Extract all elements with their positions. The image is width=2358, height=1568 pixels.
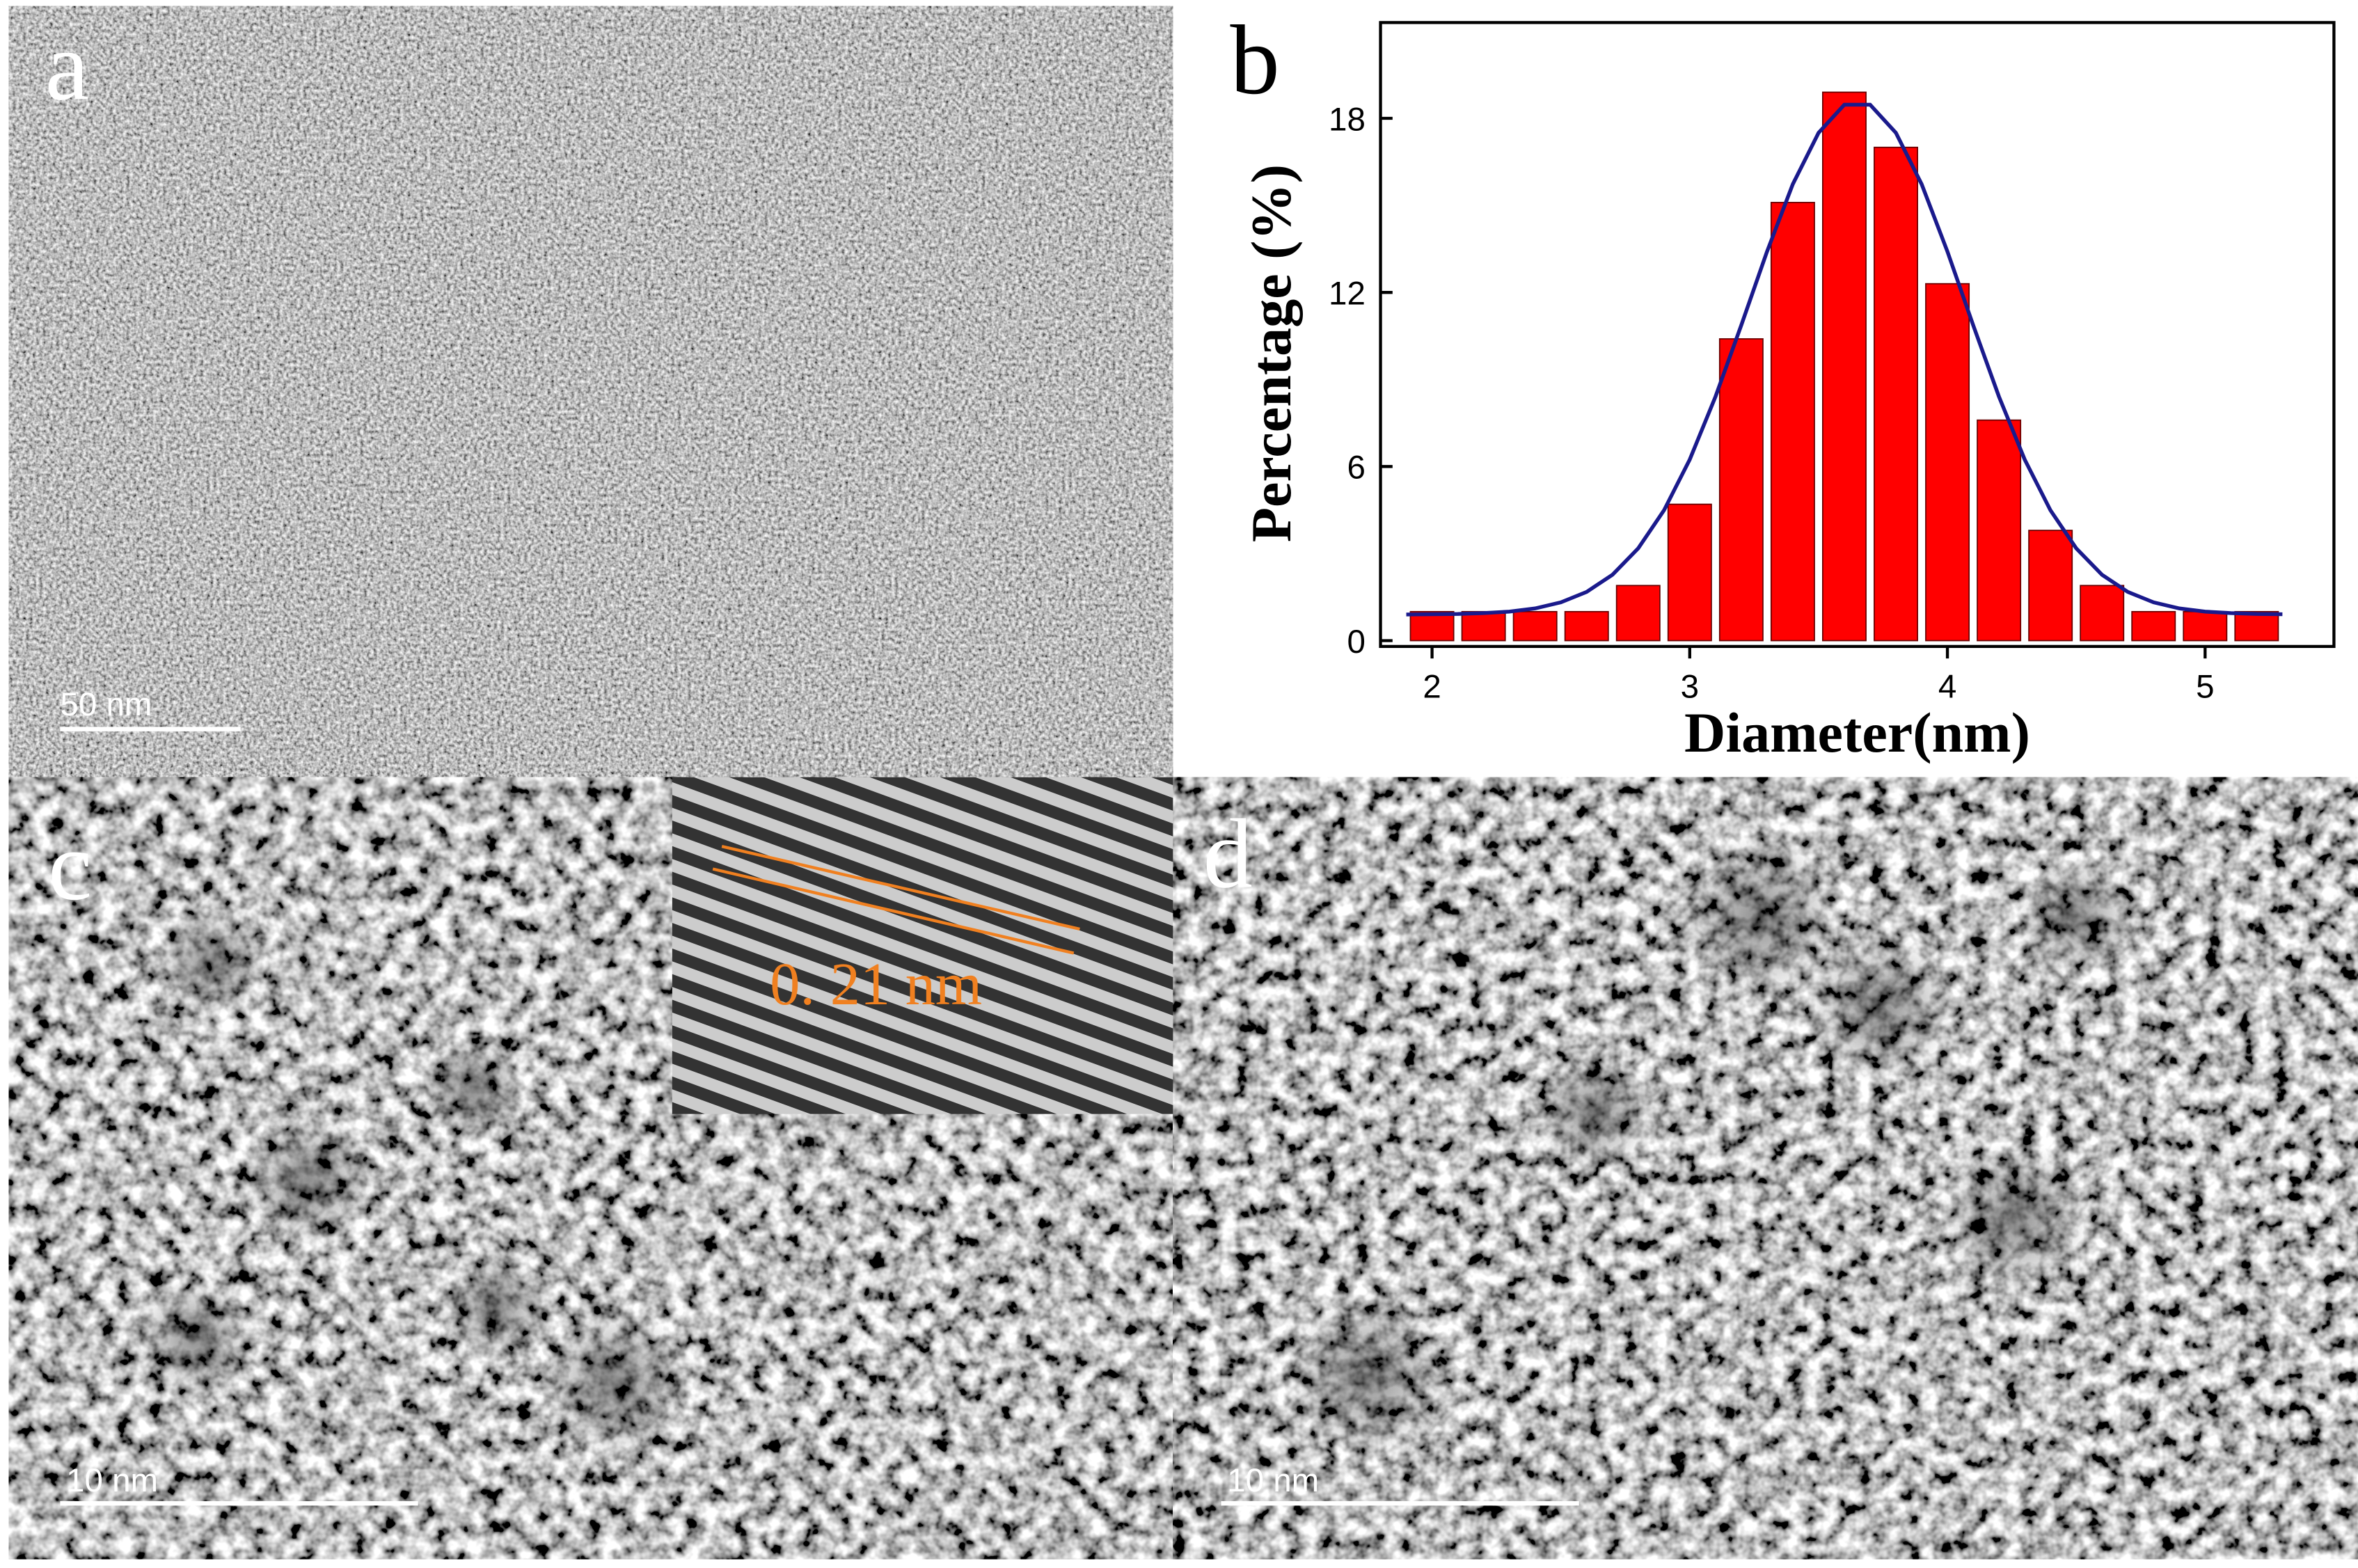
y-tick-label: 18 <box>1329 101 1366 138</box>
y-tick-label: 12 <box>1329 275 1366 312</box>
bar <box>1977 419 2022 642</box>
x-tick-label: 3 <box>1681 668 1699 705</box>
lattice-line <box>712 867 1075 955</box>
x-tick-label: 4 <box>1938 668 1956 705</box>
inset-annotation: 0. 21 nm <box>770 951 982 1017</box>
bar <box>1667 503 1712 642</box>
scale-bar-label: 50 nm <box>60 686 152 723</box>
x-tick-label: 5 <box>2196 668 2214 705</box>
bar <box>2234 610 2279 642</box>
bar <box>1564 610 1609 642</box>
scale-bar-label: 10 nm <box>66 1462 158 1499</box>
bar <box>1770 202 1815 642</box>
bar <box>1718 338 1764 642</box>
fit-curve <box>1406 102 2283 617</box>
bar <box>1822 91 1867 642</box>
y-tick-label: 6 <box>1347 450 1365 486</box>
x-tick-label: 2 <box>1423 668 1441 705</box>
bar <box>1874 146 1918 642</box>
plot-frame <box>1379 21 2336 649</box>
panel-label: c <box>48 811 92 921</box>
panel-label: a <box>45 11 89 121</box>
panel-label: d <box>1203 798 1253 908</box>
bar <box>1461 610 1506 642</box>
particles <box>135 909 692 1459</box>
panel-label: b <box>1230 5 1279 115</box>
bar <box>2183 610 2228 642</box>
bar <box>1512 610 1558 642</box>
tem-image-a <box>8 6 1173 777</box>
bar <box>2028 530 2073 642</box>
bar <box>1409 610 1455 642</box>
scale-bar-label: 10 nm <box>1227 1462 1319 1499</box>
inset-lattice <box>672 777 1173 1114</box>
particles <box>1285 834 2136 1459</box>
bar <box>2131 610 2176 642</box>
bar <box>1615 585 1661 642</box>
lattice-line <box>721 845 1080 931</box>
y-tick-label: 0 <box>1347 624 1365 660</box>
bar <box>1925 283 1970 642</box>
y-axis-title: Percentage (%) <box>1240 164 1303 542</box>
bar <box>2080 585 2125 642</box>
x-axis-title: Diameter(nm) <box>1684 701 2030 764</box>
